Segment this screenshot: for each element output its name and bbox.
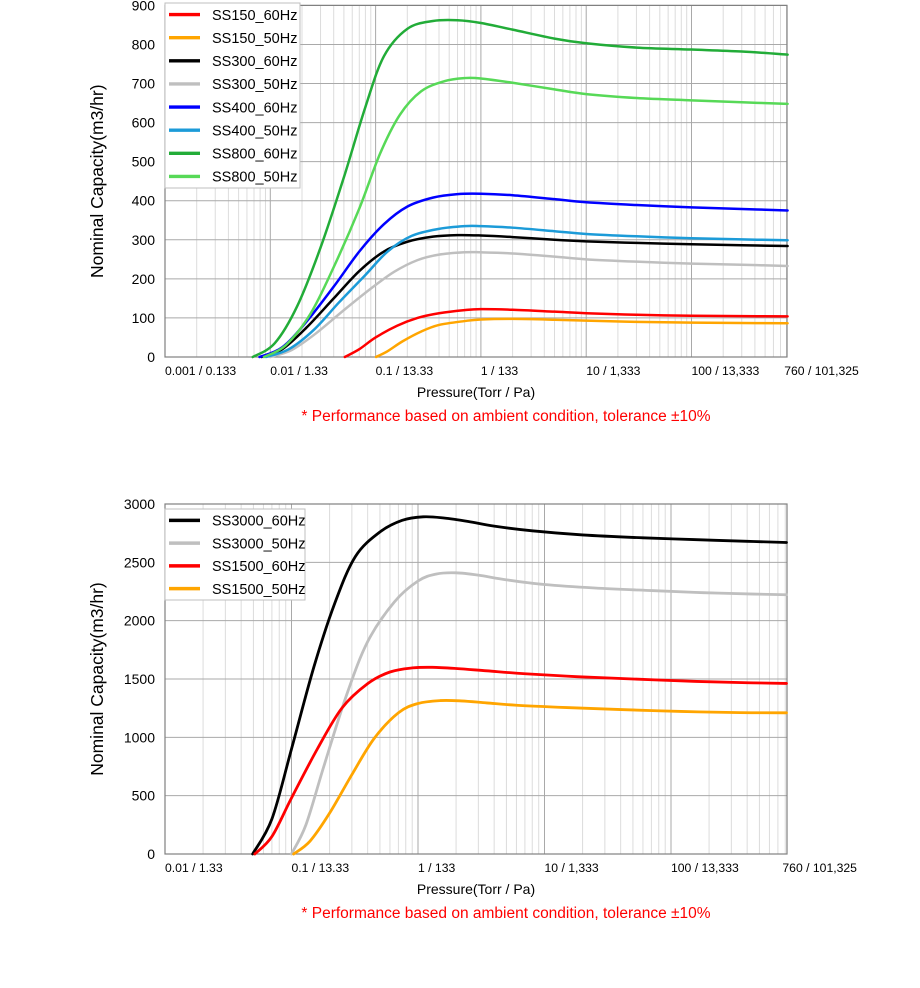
svg-text:3000: 3000 bbox=[124, 496, 155, 512]
svg-text:SS1500_60Hz: SS1500_60Hz bbox=[212, 559, 306, 575]
svg-text:10 / 1,333: 10 / 1,333 bbox=[586, 364, 640, 378]
svg-text:Nominal Capacity(m3/hr): Nominal Capacity(m3/hr) bbox=[87, 582, 107, 776]
svg-text:SS800_60Hz: SS800_60Hz bbox=[212, 147, 297, 163]
svg-text:Nominal Capacity(m3/hr): Nominal Capacity(m3/hr) bbox=[87, 84, 107, 278]
svg-text:Pressure(Torr / Pa): Pressure(Torr / Pa) bbox=[417, 384, 535, 400]
svg-text:SS400_50Hz: SS400_50Hz bbox=[212, 123, 297, 139]
svg-text:SS1500_50Hz: SS1500_50Hz bbox=[212, 582, 306, 598]
svg-text:SS150_60Hz: SS150_60Hz bbox=[212, 8, 297, 24]
svg-text:0: 0 bbox=[147, 349, 155, 365]
svg-text:SS800_50Hz: SS800_50Hz bbox=[212, 170, 297, 186]
svg-text:SS3000_60Hz: SS3000_60Hz bbox=[212, 514, 306, 530]
svg-text:1500: 1500 bbox=[124, 671, 155, 687]
svg-text:2500: 2500 bbox=[124, 554, 155, 570]
svg-text:1 / 133: 1 / 133 bbox=[418, 861, 455, 875]
svg-text:2000: 2000 bbox=[124, 613, 155, 629]
svg-text:400: 400 bbox=[132, 193, 156, 209]
svg-text:760 / 101,325: 760 / 101,325 bbox=[782, 861, 857, 875]
svg-text:SS3000_50Hz: SS3000_50Hz bbox=[212, 536, 306, 552]
svg-text:600: 600 bbox=[132, 115, 156, 131]
svg-text:800: 800 bbox=[132, 36, 156, 52]
svg-text:SS300_60Hz: SS300_60Hz bbox=[212, 54, 297, 70]
svg-text:SS150_50Hz: SS150_50Hz bbox=[212, 31, 297, 47]
svg-text:900: 900 bbox=[132, 0, 156, 13]
svg-text:200: 200 bbox=[132, 271, 156, 287]
svg-text:700: 700 bbox=[132, 76, 156, 92]
svg-text:100 / 13,333: 100 / 13,333 bbox=[692, 364, 760, 378]
svg-text:100: 100 bbox=[132, 310, 156, 326]
svg-text:0.01 / 1.33: 0.01 / 1.33 bbox=[165, 861, 223, 875]
svg-text:1000: 1000 bbox=[124, 729, 155, 745]
svg-text:Pressure(Torr / Pa): Pressure(Torr / Pa) bbox=[417, 881, 535, 897]
svg-text:500: 500 bbox=[132, 154, 156, 170]
svg-text:0.1 / 13.33: 0.1 / 13.33 bbox=[376, 364, 434, 378]
svg-text:0.01 / 1.33: 0.01 / 1.33 bbox=[270, 364, 328, 378]
svg-text:0.1 / 13.33: 0.1 / 13.33 bbox=[292, 861, 350, 875]
svg-text:1 / 133: 1 / 133 bbox=[481, 364, 518, 378]
svg-text:SS400_60Hz: SS400_60Hz bbox=[212, 100, 297, 116]
svg-text:300: 300 bbox=[132, 232, 156, 248]
svg-text:* Performance based on ambient: * Performance based on ambient condition… bbox=[301, 408, 710, 425]
svg-text:760 / 101,325: 760 / 101,325 bbox=[784, 364, 859, 378]
svg-text:0.001 / 0.133: 0.001 / 0.133 bbox=[165, 364, 236, 378]
svg-text:* Performance based on ambient: * Performance based on ambient condition… bbox=[301, 905, 710, 922]
svg-text:10 / 1,333: 10 / 1,333 bbox=[545, 861, 599, 875]
svg-text:SS300_50Hz: SS300_50Hz bbox=[212, 77, 297, 93]
svg-text:0: 0 bbox=[147, 846, 155, 862]
svg-text:100 / 13,333: 100 / 13,333 bbox=[671, 861, 739, 875]
svg-text:500: 500 bbox=[132, 788, 156, 804]
